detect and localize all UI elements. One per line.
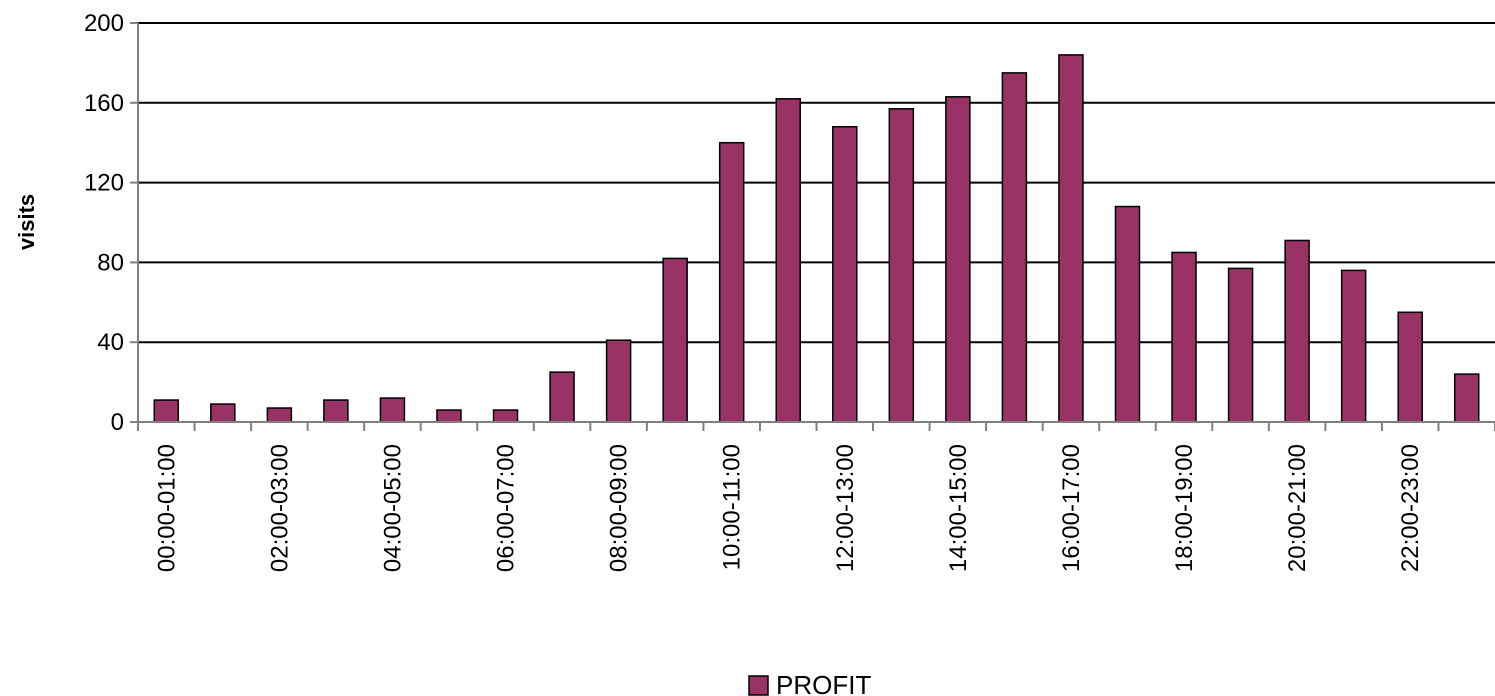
y-tick-label: 40 [97, 329, 124, 356]
x-tick-label: 22:00-23:00 [1397, 444, 1424, 572]
bar [549, 371, 575, 423]
x-tick-label: 02:00-03:00 [266, 444, 293, 572]
bars [153, 54, 1480, 423]
bar [1114, 205, 1141, 423]
x-tick-label: 10:00-11:00 [719, 444, 746, 570]
x-tick-label: 00:00-01:00 [153, 444, 180, 572]
bar [492, 409, 519, 423]
x-tick-label: 06:00-07:00 [493, 444, 520, 572]
bar [605, 339, 632, 423]
x-tick-label: 08:00-09:00 [606, 444, 633, 572]
bar [379, 397, 406, 423]
bar [210, 403, 236, 423]
x-tick-label: 04:00-05:00 [379, 444, 406, 572]
bar [775, 98, 801, 423]
legend: PROFIT [748, 670, 871, 696]
bar [662, 257, 688, 423]
bar [1171, 251, 1197, 423]
x-tick-label: 14:00-15:00 [945, 444, 972, 572]
gridlines [138, 22, 1495, 344]
bar [1058, 54, 1084, 423]
bar [832, 125, 858, 423]
y-axis-title: visits [14, 194, 39, 250]
y-tick-label: 160 [84, 90, 124, 117]
x-tick-label: 12:00-13:00 [832, 444, 859, 572]
axes [130, 22, 1495, 431]
x-tick-label: 18:00-19:00 [1171, 444, 1198, 572]
y-tick-label: 120 [84, 170, 124, 197]
bar [1001, 72, 1028, 423]
bar [1453, 373, 1480, 423]
y-tick-label: 80 [97, 249, 124, 276]
bar [1227, 267, 1254, 423]
legend-swatch-profit [748, 675, 769, 696]
x-tick-label: 16:00-17:00 [1058, 444, 1085, 572]
bar [1284, 239, 1310, 423]
x-tick-label: 20:00-21:00 [1284, 444, 1311, 572]
legend-label-profit: PROFIT [776, 670, 871, 696]
y-tick-label: 200 [84, 10, 124, 37]
y-tick-label: 0 [111, 409, 124, 436]
bar [266, 407, 293, 423]
bar [888, 108, 915, 423]
y-tick-labels: 0 40 80 120 160 200 [84, 10, 124, 436]
bar [1340, 269, 1367, 423]
x-tick-labels: 00:00-01:00 02:00-03:00 04:00-05:00 06:00-0… [153, 444, 1424, 572]
bar [945, 96, 971, 423]
bar [436, 409, 462, 423]
bar [153, 399, 180, 423]
bar [323, 399, 349, 423]
bar [1397, 311, 1423, 423]
bar [718, 141, 745, 423]
